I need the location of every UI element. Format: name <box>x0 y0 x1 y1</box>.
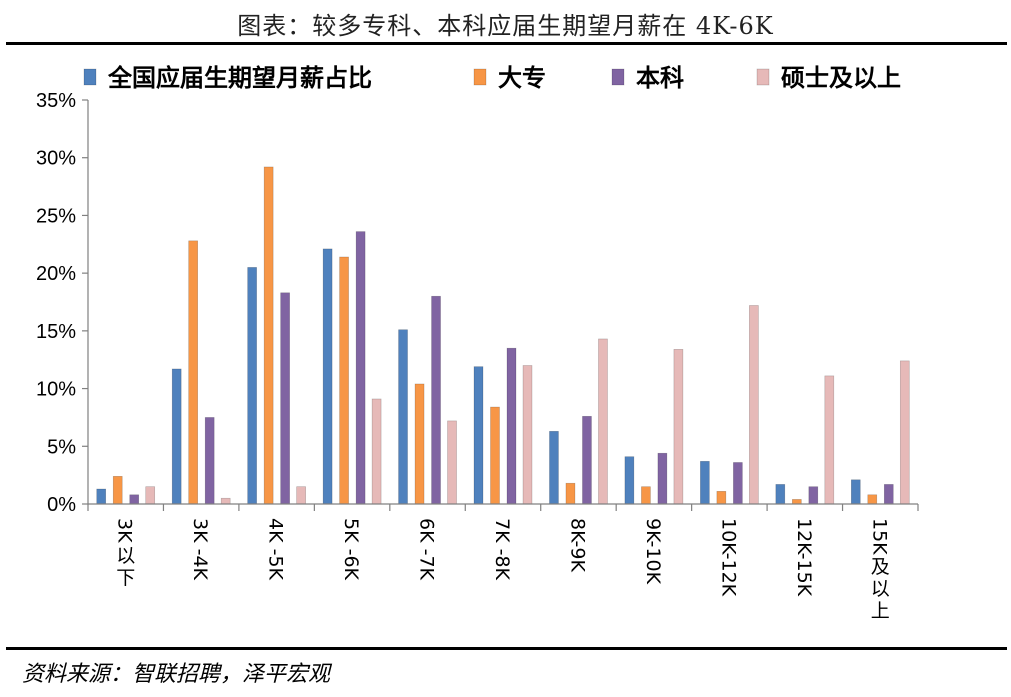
bar-4-2 <box>220 497 231 505</box>
bar-1-8 <box>624 456 635 505</box>
svg-text:上: 上 <box>871 600 890 622</box>
bar-3-6 <box>506 347 517 505</box>
bar-1-1 <box>96 488 107 505</box>
source-rule <box>6 647 1007 650</box>
x-tick-label: 6K -7K <box>416 518 438 581</box>
x-tick-label: 12K-15K <box>793 518 815 597</box>
bar-4-10 <box>824 375 835 505</box>
bar-4-3 <box>296 486 306 505</box>
legend-swatch-3 <box>611 68 625 86</box>
legend-swatch-2 <box>473 68 487 86</box>
legend: 全国应届生期望月薪占比 大专 本科 硕士及以上 <box>83 64 901 92</box>
legend-label-3: 本科 <box>636 64 684 92</box>
source-note: 资料来源：智联招聘，泽平宏观 <box>22 662 331 687</box>
bar-4-1 <box>145 486 156 505</box>
y-tick-label: 30% <box>36 148 76 170</box>
svg-text:3K: 3K <box>114 518 136 543</box>
bar-3-2 <box>204 417 215 505</box>
bar-3-9 <box>733 462 743 505</box>
x-tick-label: 7K -8K <box>491 518 513 581</box>
bar-2-5 <box>414 383 425 505</box>
x-tick-label: 4K -5K <box>265 518 287 581</box>
legend-label-2: 大专 <box>498 64 546 92</box>
bars <box>96 166 910 505</box>
bar-1-10 <box>775 484 786 505</box>
bar-2-8 <box>641 486 651 505</box>
bar-2-1 <box>112 475 123 505</box>
y-tick-label: 35% <box>36 90 76 112</box>
bar-2-6 <box>490 406 500 505</box>
bar-2-3 <box>263 166 274 505</box>
x-tick-label: 9K-10K <box>642 518 664 585</box>
svg-text:下: 下 <box>116 567 135 589</box>
bar-4-5 <box>447 420 457 505</box>
bar-3-4 <box>355 231 366 505</box>
title-rule <box>6 42 1007 45</box>
bar-4-6 <box>522 365 533 505</box>
x-tick-label: 5K -6K <box>340 518 362 581</box>
svg-text:15K: 15K <box>868 518 890 555</box>
chart-title: 图表：较多专科、本科应届生期望月薪在 4K-6K <box>237 12 774 40</box>
legend-swatch-1 <box>83 68 97 86</box>
bar-4-9 <box>749 305 759 505</box>
bar-3-3 <box>280 292 290 505</box>
legend-swatch-4 <box>756 68 770 86</box>
bar-4-4 <box>371 398 382 505</box>
svg-text:以: 以 <box>871 578 890 600</box>
bar-2-10 <box>792 499 802 505</box>
bar-3-11 <box>883 484 894 505</box>
bar-1-11 <box>850 479 861 505</box>
bar-3-1 <box>129 494 140 505</box>
svg-text:及: 及 <box>871 556 890 578</box>
svg-text:以: 以 <box>116 545 135 567</box>
bar-3-8 <box>657 452 668 505</box>
y-tick-label: 10% <box>36 379 76 401</box>
bar-4-7 <box>598 338 608 505</box>
bar-2-2 <box>188 240 198 505</box>
bar-3-10 <box>808 486 819 505</box>
bar-1-6 <box>473 366 484 505</box>
bar-2-7 <box>565 482 576 505</box>
legend-label-1: 全国应届生期望月薪占比 <box>107 64 372 92</box>
bar-2-4 <box>339 256 349 505</box>
y-tick-label: 0% <box>47 494 76 516</box>
x-tick-label: 3K -4K <box>189 518 211 581</box>
y-tick-label: 20% <box>36 263 76 285</box>
bar-2-9 <box>716 491 727 505</box>
legend-label-4: 硕士及以上 <box>781 64 901 92</box>
bar-4-8 <box>673 349 684 505</box>
bar-1-9 <box>700 460 710 505</box>
bar-2-11 <box>867 494 878 505</box>
bar-3-5 <box>431 295 441 505</box>
x-tick-label: 10K-12K <box>717 518 739 597</box>
bar-1-7 <box>549 430 559 505</box>
x-tick-label: 8K-9K <box>566 518 588 572</box>
bar-1-4 <box>322 248 333 505</box>
bar-1-3 <box>247 267 257 505</box>
bar-4-11 <box>899 360 910 505</box>
bar-1-2 <box>171 368 182 505</box>
y-axis: 0% 5% 10% 15% 20% 25% 30% 35% <box>36 90 89 516</box>
bar-1-5 <box>398 329 408 505</box>
y-tick-label: 15% <box>36 321 76 343</box>
y-tick-label: 25% <box>36 205 76 227</box>
y-tick-label: 5% <box>47 436 76 458</box>
bar-3-7 <box>582 415 592 505</box>
